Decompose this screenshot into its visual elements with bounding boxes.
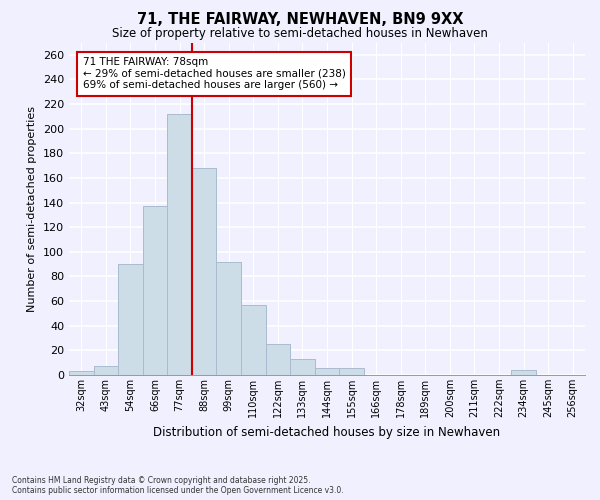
Bar (241, 305, 266, 375)
Y-axis label: Number of semi-detached properties: Number of semi-detached properties (28, 106, 37, 312)
Bar (290, 359, 315, 375)
Bar (339, 368, 364, 375)
Bar (167, 114, 192, 375)
Bar (266, 344, 290, 375)
Bar (69, 372, 94, 375)
Text: 71 THE FAIRWAY: 78sqm
← 29% of semi-detached houses are smaller (238)
69% of sem: 71 THE FAIRWAY: 78sqm ← 29% of semi-deta… (83, 58, 346, 90)
Text: 71, THE FAIRWAY, NEWHAVEN, BN9 9XX: 71, THE FAIRWAY, NEWHAVEN, BN9 9XX (137, 12, 463, 28)
Bar (192, 168, 217, 375)
Text: Size of property relative to semi-detached houses in Newhaven: Size of property relative to semi-detach… (112, 28, 488, 40)
Bar (94, 366, 118, 375)
Text: Contains HM Land Registry data © Crown copyright and database right 2025.
Contai: Contains HM Land Registry data © Crown c… (12, 476, 344, 495)
Bar (118, 264, 143, 375)
Bar (315, 368, 339, 375)
Bar (143, 206, 167, 375)
X-axis label: Distribution of semi-detached houses by size in Newhaven: Distribution of semi-detached houses by … (154, 426, 500, 438)
Bar (217, 262, 241, 375)
Bar (511, 370, 536, 375)
